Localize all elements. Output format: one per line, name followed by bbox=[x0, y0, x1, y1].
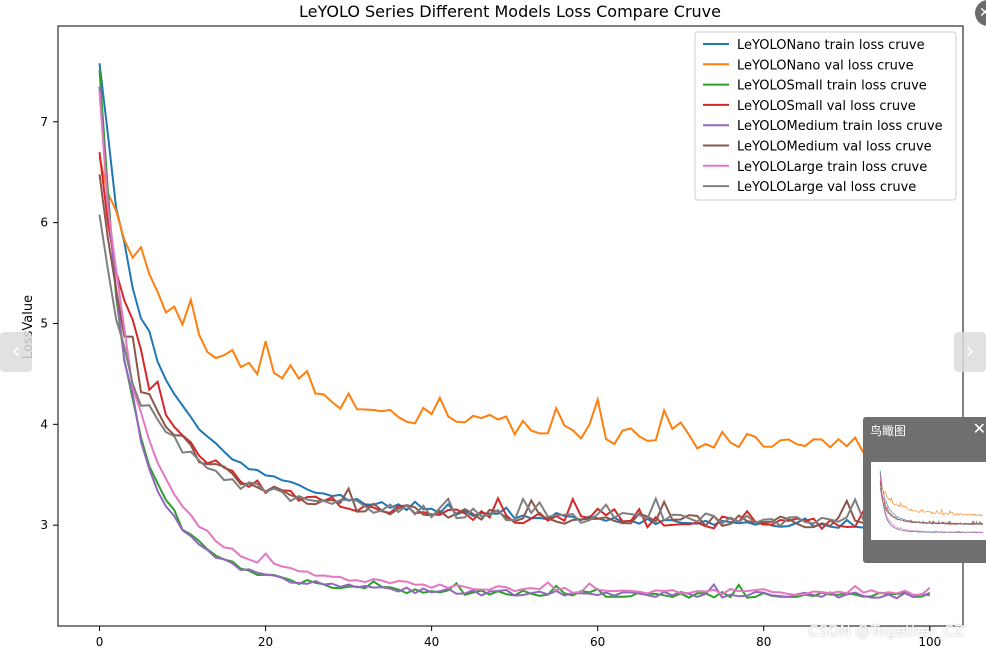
legend: LeYOLONano train loss cruve LeYOLONano va… bbox=[694, 31, 957, 201]
minimap-series-line bbox=[879, 470, 984, 525]
y-tick-label: 3 bbox=[40, 518, 48, 532]
legend-box bbox=[694, 31, 957, 201]
chart-title: LeYOLO Series Different Models Loss Comp… bbox=[299, 2, 721, 21]
y-tick-label: 5 bbox=[40, 316, 48, 330]
minimap-thumbnail bbox=[871, 462, 986, 540]
axis-ticks: 0 20 40 60 80 100 3 4 5 6 7 bbox=[40, 115, 941, 648]
x-tick-label: 20 bbox=[258, 635, 273, 648]
x-tick-label: 60 bbox=[590, 635, 605, 648]
y-tick-label: 6 bbox=[40, 216, 48, 230]
minimap-title: 鸟瞰图 bbox=[870, 424, 907, 438]
legend-label: LeYOLOSmall val loss cruve bbox=[737, 99, 916, 114]
minimap-series-line bbox=[879, 480, 984, 526]
x-tick-label: 0 bbox=[96, 635, 104, 648]
series-lines bbox=[98, 63, 931, 600]
legend-label: LeYOLOLarge train loss cruve bbox=[737, 160, 927, 175]
series-line-3 bbox=[98, 151, 931, 531]
close-viewer-icon[interactable]: ✕ bbox=[975, 0, 986, 26]
minimap-series-line bbox=[879, 481, 984, 517]
prev-image-button[interactable]: ‹ bbox=[0, 332, 32, 372]
x-tick-label: 80 bbox=[756, 635, 771, 648]
y-tick-label: 4 bbox=[40, 417, 48, 431]
watermark: CSDN @Together_CZ bbox=[808, 622, 965, 640]
series-line-4 bbox=[98, 86, 930, 600]
x-tick-label: 100 bbox=[918, 635, 941, 648]
legend-label: LeYOLONano val loss cruve bbox=[737, 58, 914, 73]
legend-label: LeYOLONano train loss cruve bbox=[737, 38, 925, 53]
series-line-1 bbox=[98, 156, 931, 457]
minimap-series-line bbox=[879, 487, 983, 525]
minimap-series-line bbox=[879, 473, 984, 533]
y-tick-label: 7 bbox=[40, 115, 48, 129]
legend-label: LeYOLOSmall train loss cruve bbox=[737, 79, 927, 94]
minimap-series-line bbox=[879, 483, 983, 525]
legend-label: LeYOLOLarge val loss cruve bbox=[737, 180, 916, 195]
legend-label: LeYOLOMedium train loss cruve bbox=[737, 119, 943, 134]
minimap-panel[interactable]: 鸟瞰图 ✕ bbox=[863, 417, 986, 563]
next-image-button[interactable]: › bbox=[954, 332, 986, 372]
legend-label: LeYOLOMedium val loss cruve bbox=[737, 140, 932, 155]
series-line-7 bbox=[98, 214, 930, 528]
x-tick-label: 40 bbox=[424, 635, 439, 648]
plot-frame bbox=[57, 25, 964, 627]
series-line-5 bbox=[98, 174, 931, 529]
series-line-6 bbox=[98, 91, 931, 597]
minimap-close-icon[interactable]: ✕ bbox=[972, 419, 986, 438]
